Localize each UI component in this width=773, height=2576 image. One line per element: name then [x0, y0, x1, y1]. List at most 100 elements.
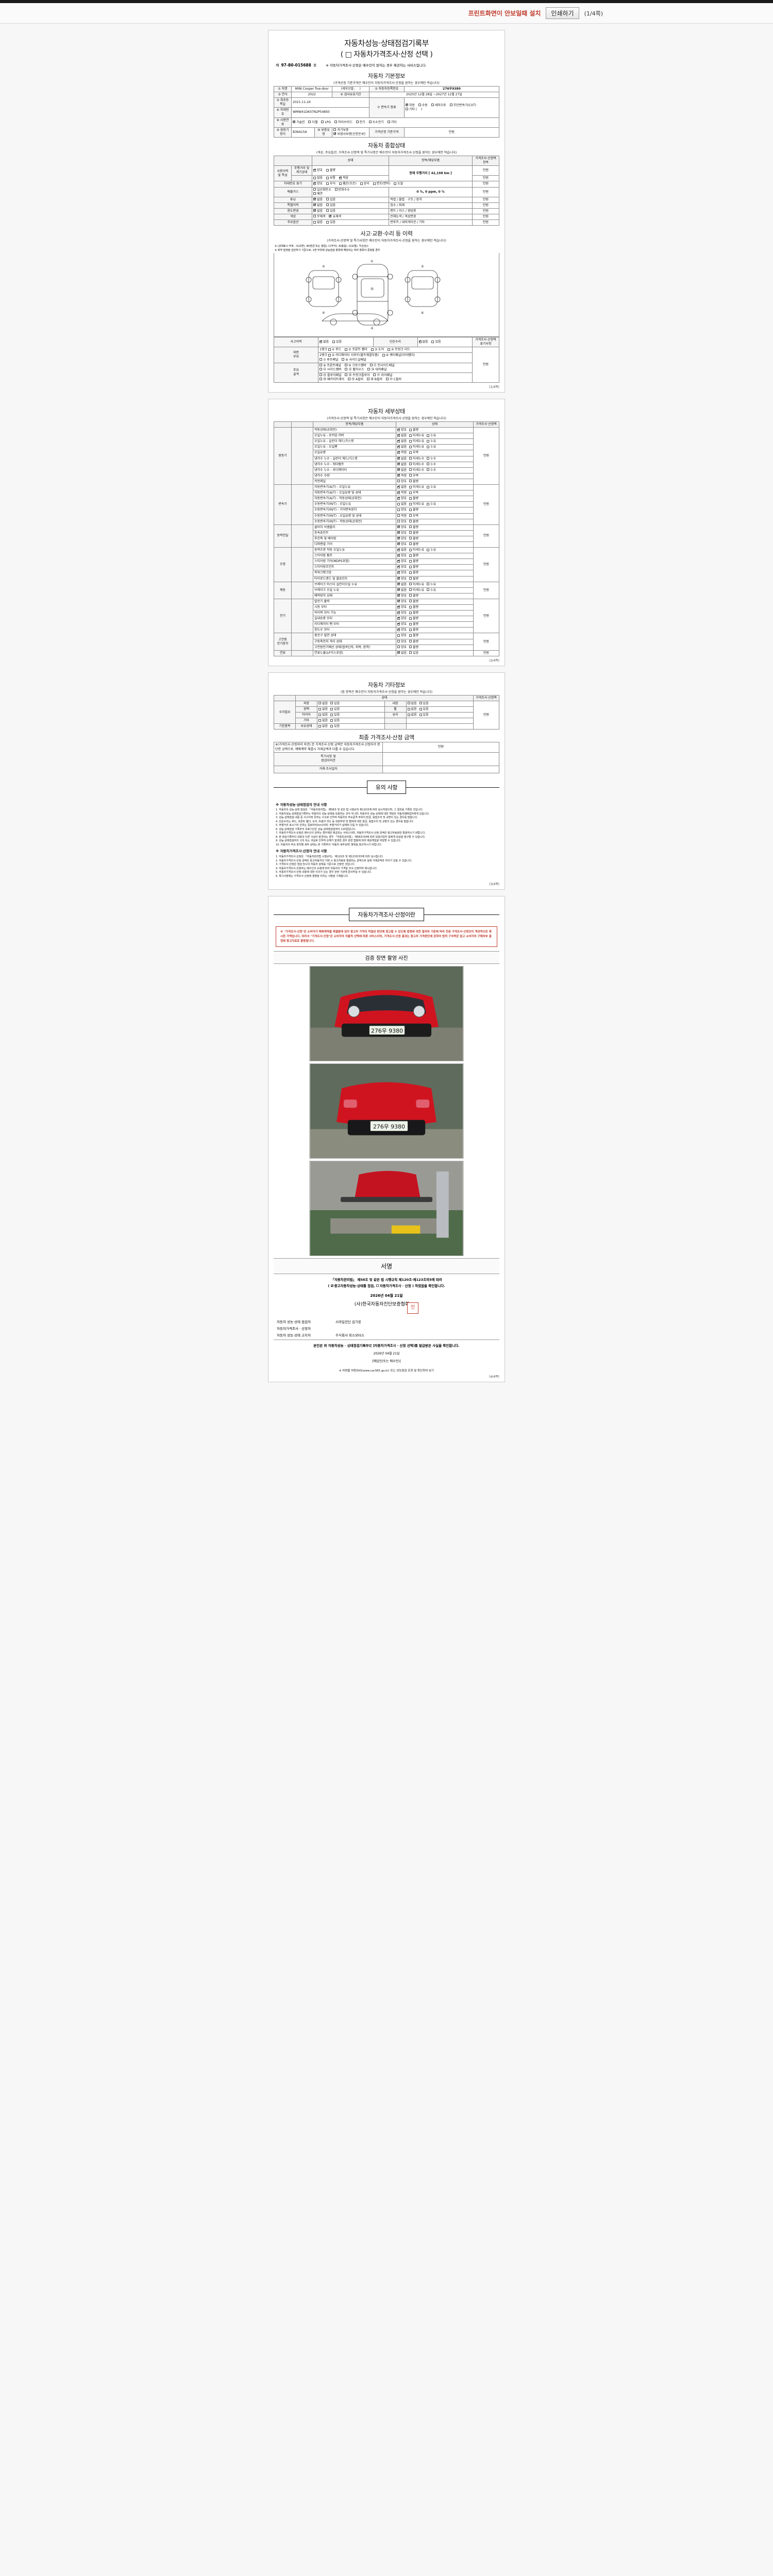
- fuel-opt-ev[interactable]: 전기: [356, 121, 365, 125]
- checkbox-d5-4-0[interactable]: [397, 622, 400, 626]
- d4-0-opt-0[interactable]: 없음: [397, 582, 407, 587]
- opt-vin-diff[interactable]: 상이: [360, 182, 369, 186]
- d1-1-opt-0[interactable]: 적정: [397, 490, 407, 495]
- d2-2-opt-1[interactable]: 불량: [409, 537, 418, 541]
- checkbox-d0-5-2[interactable]: [427, 457, 430, 460]
- d6-2-opt-0[interactable]: 양호: [397, 646, 407, 650]
- d4-1-opt-1[interactable]: 미세누유: [409, 588, 424, 592]
- d0-2-opt-0[interactable]: 없음: [397, 439, 407, 444]
- d5-2-opt-0[interactable]: 양호: [397, 611, 407, 615]
- checkbox-c-pillar[interactable]: [385, 378, 389, 381]
- e3a-opt-1[interactable]: 있음: [330, 719, 340, 723]
- d4-2-opt-1[interactable]: 불량: [409, 594, 418, 598]
- d1-4-opt-0[interactable]: 양호: [397, 508, 407, 512]
- d3-0-opt-2[interactable]: 누유: [427, 548, 436, 552]
- checkbox-d1-5-1[interactable]: [409, 514, 412, 517]
- e1a-opt-1[interactable]: 있음: [330, 707, 340, 711]
- checkbox-d1-0-1[interactable]: [409, 485, 412, 488]
- checkbox-side-sill[interactable]: [342, 358, 345, 361]
- d5-4-opt-1[interactable]: 불량: [409, 622, 418, 626]
- checkbox-package-tray[interactable]: [320, 378, 322, 381]
- d0-3-opt-1[interactable]: 미세누유: [409, 445, 424, 449]
- checkbox-d6-2-0[interactable]: [397, 646, 400, 649]
- checkbox-special-yes[interactable]: [326, 204, 329, 207]
- d3-2-opt-0[interactable]: 양호: [397, 559, 407, 564]
- opt-tuning-none[interactable]: 없음: [313, 197, 323, 202]
- checkbox-d6-1-1[interactable]: [409, 640, 412, 643]
- checkbox-vin-corrosion[interactable]: [326, 182, 329, 185]
- e0a-opt-1[interactable]: 있음: [330, 702, 340, 706]
- checkbox-gasoline[interactable]: [293, 120, 296, 124]
- d1-0-opt-0[interactable]: 없음: [397, 485, 407, 489]
- checkbox-e2b-1[interactable]: [419, 713, 422, 716]
- checkbox-d4-2-1[interactable]: [409, 594, 412, 597]
- e2a-opt-0[interactable]: 없음: [318, 713, 328, 717]
- opt-vin-erased[interactable]: 도말: [394, 182, 403, 186]
- d5-5-opt-0[interactable]: 양호: [397, 628, 407, 632]
- d6-1-opt-0[interactable]: 양호: [397, 640, 407, 644]
- checkbox-d1-6-1[interactable]: [409, 520, 412, 523]
- d1-6-opt-1[interactable]: 불량: [409, 520, 418, 524]
- checkbox-d0-6-2[interactable]: [427, 463, 430, 466]
- checkbox-accident-none[interactable]: [320, 340, 323, 344]
- d1-4-opt-1[interactable]: 불량: [409, 508, 418, 512]
- checkbox-d4-0-2[interactable]: [427, 583, 430, 586]
- opt-good[interactable]: 양호: [313, 168, 323, 173]
- checkbox-front-fender[interactable]: [345, 348, 348, 351]
- d5-0-opt-0[interactable]: 양호: [397, 599, 407, 604]
- checkbox-d1-4-1[interactable]: [409, 508, 412, 511]
- checkbox-d3-5-1[interactable]: [409, 577, 412, 580]
- checkbox-d0-3-0[interactable]: [397, 445, 400, 449]
- checkbox-lpg[interactable]: [321, 121, 324, 124]
- checkbox-d1-6-0[interactable]: [397, 520, 400, 523]
- checkbox-side-member[interactable]: [320, 368, 322, 371]
- fuel-opt-hydrogen[interactable]: 수소전기: [368, 121, 384, 125]
- checkbox-vin-erased[interactable]: [394, 182, 397, 185]
- checkbox-e2a-1[interactable]: [330, 713, 333, 716]
- checkbox-d0-2-2[interactable]: [427, 439, 430, 443]
- opt-repair-none[interactable]: 없음: [418, 340, 428, 344]
- checkbox-few[interactable]: [339, 176, 342, 180]
- opt-rear-panel[interactable]: ⑰ 리어패널: [373, 374, 392, 378]
- checkbox-mileage-good[interactable]: [313, 168, 316, 172]
- checkbox-e4a-1[interactable]: [330, 724, 333, 727]
- checkbox-d0-9-0[interactable]: [397, 480, 400, 483]
- opt-special-yes[interactable]: 있음: [326, 204, 335, 208]
- checkbox-d1-4-0[interactable]: [397, 508, 400, 511]
- opt-radiator-support[interactable]: ⑤ 라디에이터 서포트(볼트체결부품): [328, 353, 379, 358]
- opt-vin-corrosion[interactable]: 부식: [326, 182, 335, 186]
- d0-0-opt-1[interactable]: 불량: [409, 428, 418, 432]
- opt-accident-yes[interactable]: 있음: [332, 340, 342, 344]
- d5-3-opt-0[interactable]: 양호: [397, 616, 407, 621]
- checkbox-d5-0-0[interactable]: [397, 599, 400, 603]
- d0-6-opt-0[interactable]: 없음: [397, 462, 407, 467]
- opt-trunk-lid[interactable]: ④ 트렁크 리드: [388, 348, 410, 352]
- checkbox-trunk-lid[interactable]: [388, 348, 390, 351]
- checkbox-d3-2-0[interactable]: [397, 559, 400, 563]
- opt-wheel-house[interactable]: ⑬ 휠하우스: [345, 368, 364, 372]
- checkbox-co[interactable]: [313, 188, 316, 191]
- d0-2-opt-1[interactable]: 미세누유: [409, 439, 424, 444]
- checkbox-tuning-yes[interactable]: [326, 198, 329, 201]
- e0a-opt-0[interactable]: 없음: [318, 702, 328, 706]
- checkbox-d0-0-1[interactable]: [409, 428, 412, 431]
- d0-5-opt-1[interactable]: 미세누수: [409, 457, 424, 461]
- checkbox-d0-4-1[interactable]: [409, 451, 412, 454]
- checkbox-d4-2-0[interactable]: [397, 594, 400, 598]
- d4-0-opt-2[interactable]: 누유: [427, 583, 436, 587]
- checkbox-insurer-warranty[interactable]: [333, 132, 337, 136]
- checkbox-d0-2-1[interactable]: [409, 439, 412, 443]
- opt-front-panel[interactable]: ⑨ 프론트패널: [320, 364, 341, 368]
- checkbox-d0-5-0[interactable]: [397, 456, 400, 461]
- checkbox-d0-7-1[interactable]: [409, 468, 412, 471]
- opt-trunk-floor[interactable]: ⑯ 트렁크플로어: [345, 374, 369, 378]
- checkbox-d0-3-2[interactable]: [427, 445, 430, 448]
- d3-5-opt-0[interactable]: 양호: [397, 577, 407, 581]
- d2-3-opt-1[interactable]: 불량: [409, 543, 418, 547]
- checkbox-d0-8-0[interactable]: [397, 473, 400, 478]
- checkbox-d1-1-0[interactable]: [397, 490, 400, 495]
- checkbox-d0-3-1[interactable]: [409, 445, 412, 448]
- warranty-opt-self[interactable]: 자기보증: [333, 128, 349, 132]
- checkbox-d0-9-1[interactable]: [409, 480, 412, 483]
- opt-chromatic[interactable]: 유채색: [329, 214, 341, 219]
